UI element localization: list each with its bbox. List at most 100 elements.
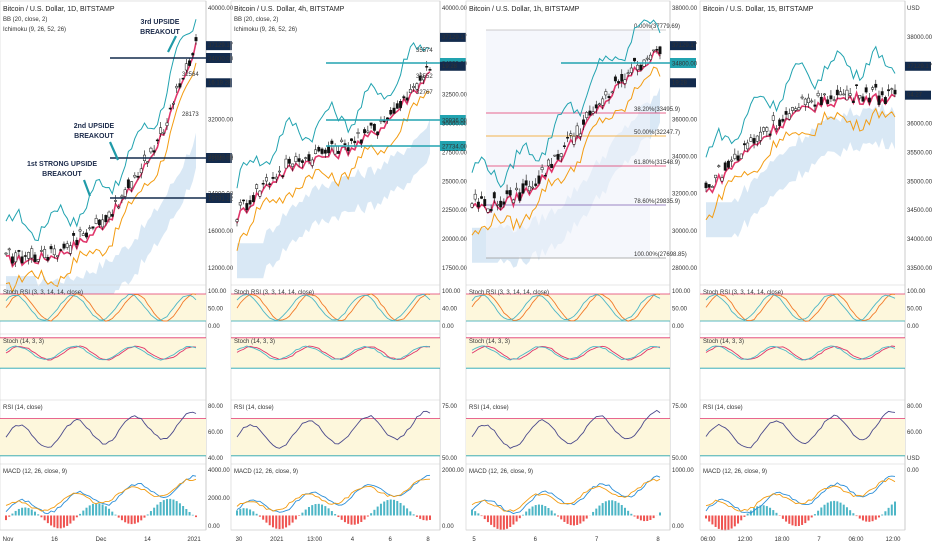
- macd-histogram-bar: [852, 513, 854, 515]
- candle-body: [487, 209, 489, 212]
- pane-band: [700, 294, 905, 321]
- breakout-annotation: BREAKOUT: [74, 133, 114, 140]
- macd-tick: 0.00: [907, 468, 919, 474]
- candle-body: [519, 193, 521, 201]
- candle-body: [538, 176, 540, 184]
- stoch-rsi-tick: 40.00: [442, 307, 458, 313]
- stoch-rsi-tick: 0.00: [442, 324, 454, 330]
- candle-body: [859, 95, 861, 98]
- time-axis-tick: Dec: [96, 537, 107, 543]
- candle-body: [169, 108, 171, 109]
- macd-histogram-bar: [259, 515, 261, 516]
- macd-histogram-bar: [31, 510, 33, 516]
- stoch-rsi-tick: 100.00: [442, 289, 461, 295]
- candle-body: [350, 139, 352, 141]
- stoch-rsi-tick: 50.00: [208, 307, 224, 313]
- candle-body: [573, 136, 575, 144]
- candle-body: [541, 167, 543, 169]
- macd-histogram-bar: [740, 515, 742, 520]
- candle-body: [156, 140, 158, 141]
- candle-body: [794, 109, 796, 111]
- macd-histogram-bar: [252, 511, 254, 515]
- macd-histogram-bar: [86, 508, 88, 516]
- candle-body: [750, 138, 752, 142]
- candle-body: [275, 177, 277, 179]
- candle-body: [627, 73, 629, 74]
- macd-tick: 2000.00: [442, 468, 464, 474]
- candle-body: [295, 157, 297, 162]
- indicator-label: BB (20, close, 2): [3, 17, 47, 23]
- candle-body: [98, 220, 100, 225]
- macd-histogram-bar: [92, 504, 94, 516]
- macd-histogram-bar: [47, 515, 49, 523]
- macd-histogram-bar: [373, 510, 375, 516]
- candle-body: [652, 50, 654, 51]
- candle-body: [159, 128, 161, 134]
- candle-body: [288, 159, 290, 163]
- macd-histogram-bar: [334, 514, 336, 515]
- macd-histogram-bar: [814, 514, 816, 515]
- macd-histogram-bar: [621, 505, 623, 515]
- candle-body: [114, 200, 116, 201]
- candle-body: [121, 196, 123, 197]
- macd-histogram-bar: [124, 515, 126, 522]
- rsi-title: RSI (14, close): [469, 405, 509, 411]
- macd-histogram-bar: [640, 515, 642, 520]
- candle-body: [547, 160, 549, 166]
- candle-body: [811, 101, 813, 102]
- macd-histogram-bar: [618, 503, 620, 516]
- candle-body: [617, 81, 619, 83]
- candle-body: [72, 233, 74, 235]
- stoch-rsi-title: Stoch RSI (3, 3, 14, 14, close): [234, 290, 314, 296]
- candle-body: [21, 257, 23, 263]
- macd-histogram-bar: [393, 500, 395, 516]
- macd-histogram-bar: [888, 508, 890, 516]
- macd-histogram-bar: [804, 515, 806, 523]
- candle-body: [601, 99, 603, 105]
- pane-band: [466, 294, 670, 321]
- candle-body: [769, 134, 771, 136]
- candle-body: [801, 97, 803, 98]
- macd-histogram-bar: [881, 515, 883, 516]
- macd-histogram-bar: [121, 515, 123, 520]
- candle-body: [740, 154, 742, 159]
- macd-histogram-bar: [134, 515, 136, 523]
- macd-histogram-bar: [801, 515, 803, 524]
- macd-histogram-bar: [301, 513, 303, 516]
- candle-body: [34, 255, 36, 262]
- macd-histogram-bar: [827, 503, 829, 516]
- price-axis-tick: 20000.00: [442, 237, 468, 243]
- macd-histogram-bar: [131, 515, 133, 524]
- macd-histogram-bar: [419, 515, 421, 518]
- macd-histogram-bar: [169, 499, 171, 516]
- stoch-rsi-tick: 50.00: [907, 307, 923, 313]
- macd-histogram-bar: [288, 515, 290, 525]
- macd-histogram-bar: [311, 505, 313, 515]
- candle-body: [496, 204, 498, 205]
- candle-body: [246, 203, 248, 209]
- stoch-title: Stoch (14, 3, 3): [234, 339, 275, 345]
- macd-histogram-bar: [50, 515, 52, 525]
- candle-body: [334, 146, 336, 154]
- macd-histogram-bar: [102, 504, 104, 515]
- macd-histogram-bar: [179, 503, 181, 515]
- candle-body: [429, 69, 431, 70]
- macd-histogram-bar: [538, 505, 540, 516]
- macd-histogram-bar: [605, 501, 607, 515]
- candle-body: [727, 161, 729, 167]
- candle-body: [843, 94, 845, 95]
- candle-body: [108, 212, 110, 217]
- candle-body: [849, 94, 851, 96]
- candle-body: [484, 199, 486, 205]
- candle-body: [762, 127, 764, 131]
- macd-histogram-bar: [820, 507, 822, 515]
- candle-body: [499, 201, 501, 207]
- candle-body: [298, 159, 300, 162]
- macd-tick: 0.00: [672, 524, 684, 530]
- candle-body: [137, 176, 139, 177]
- candle-body: [868, 98, 870, 102]
- candle-body: [357, 132, 359, 133]
- macd-histogram-bar: [195, 515, 197, 517]
- candle-body: [37, 259, 39, 261]
